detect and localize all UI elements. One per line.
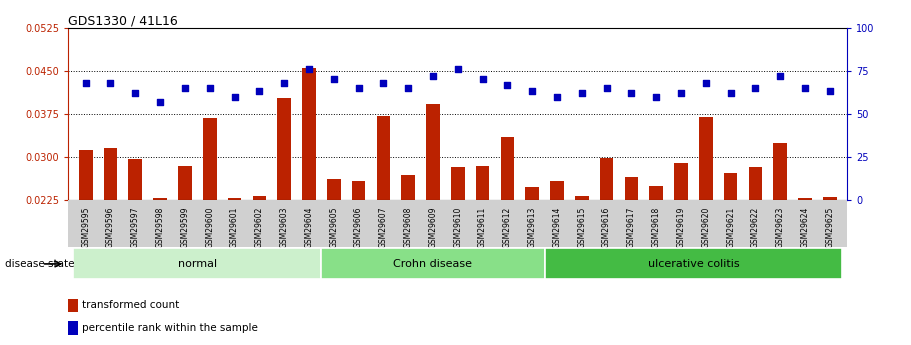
Bar [203,118,217,329]
Bar [426,104,440,329]
Point [277,80,292,86]
Point [599,85,614,91]
Bar [68,299,78,312]
Bar [228,198,241,329]
Bar [327,179,341,329]
Point [773,73,787,79]
Bar [277,98,291,329]
Point [525,89,539,94]
Bar [178,166,191,329]
Bar [724,173,738,329]
Bar [104,148,118,329]
Bar [79,150,93,329]
Bar [798,198,812,329]
Point [699,80,713,86]
Text: Crohn disease: Crohn disease [394,259,473,269]
Bar [476,166,489,329]
Bar [823,197,836,329]
Bar [599,158,613,329]
Point [376,80,391,86]
Text: ulcerative colitis: ulcerative colitis [648,259,739,269]
Point [425,73,440,79]
Bar [376,116,390,329]
Point [153,99,168,105]
Point [128,90,143,96]
Point [549,94,564,99]
Point [476,77,490,82]
Bar [625,177,639,329]
Text: transformed count: transformed count [82,300,179,310]
Bar [68,321,78,335]
Bar [402,175,415,329]
Point [575,90,589,96]
Bar [674,163,688,329]
Bar [773,142,787,329]
Bar [500,137,514,329]
Point [450,66,465,72]
Point [352,85,366,91]
Text: normal: normal [178,259,217,269]
Point [500,82,515,87]
Point [823,89,837,94]
Point [401,85,415,91]
Bar [302,68,316,329]
Bar [545,248,843,279]
Bar [153,198,167,329]
Bar [550,181,564,329]
Point [227,94,241,99]
Bar [322,248,545,279]
Point [326,77,341,82]
Bar [575,196,589,329]
Point [202,85,217,91]
Point [649,94,663,99]
Bar [526,187,539,329]
Bar [252,196,266,329]
Point [252,89,267,94]
Point [798,85,813,91]
Bar [749,167,763,329]
Bar [451,167,465,329]
Point [302,66,316,72]
Text: percentile rank within the sample: percentile rank within the sample [82,323,258,333]
Bar [128,159,142,329]
Point [103,80,118,86]
Text: disease state: disease state [5,259,74,269]
Bar [352,181,365,329]
Point [78,80,93,86]
Point [624,90,639,96]
Point [723,90,738,96]
Point [178,85,192,91]
Bar [73,248,322,279]
Bar [650,186,663,329]
Text: GDS1330 / 41L16: GDS1330 / 41L16 [68,14,178,27]
Bar [699,117,712,329]
Point [674,90,689,96]
Point [748,85,763,91]
